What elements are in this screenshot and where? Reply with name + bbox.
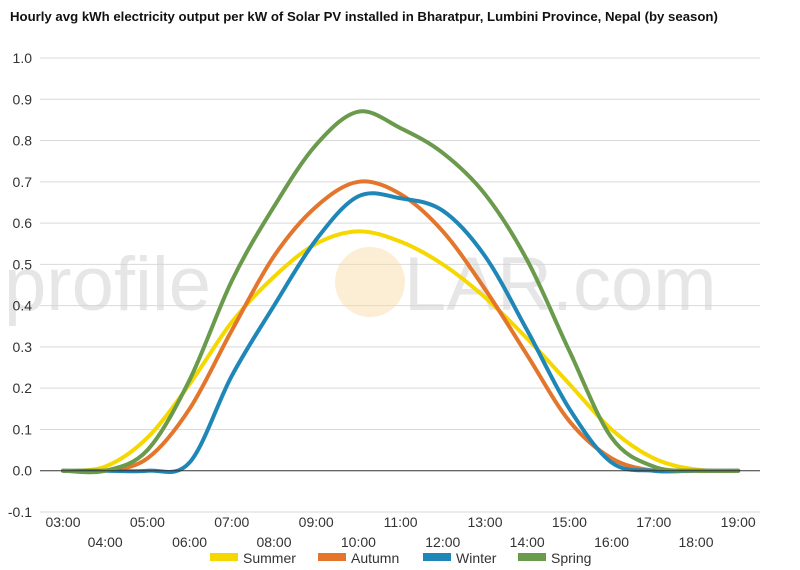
legend-label-spring: Spring: [551, 550, 591, 566]
series-line-winter: [61, 191, 741, 475]
y-tick-label: 0.0: [13, 463, 33, 479]
x-tick-label: 07:00: [214, 514, 249, 530]
y-tick-label: 0.2: [13, 380, 33, 396]
legend-label-winter: Winter: [456, 550, 497, 566]
x-tick-label: 03:00: [45, 514, 80, 530]
y-tick-label: 0.8: [13, 133, 33, 149]
legend-swatch-autumn: [318, 553, 346, 561]
y-tick-label: 0.3: [13, 339, 33, 355]
x-tick-label: 05:00: [130, 514, 165, 530]
y-tick-label: -0.1: [8, 504, 32, 520]
y-tick-label: 0.9: [13, 91, 33, 107]
x-axis: 03:00 04:00 05:00 06:00 07:00 08:00 09:00 10:00…: [45, 514, 755, 550]
x-tick-label: 13:00: [467, 514, 502, 530]
series-lines: [61, 109, 741, 475]
legend-swatch-summer: [210, 553, 238, 561]
y-axis: 1.0 0.9 0.8 0.7 0.6 0.5 0.4 0.3 0.2 0.1 0.0 -0.1: [8, 50, 760, 520]
x-tick-label: 18:00: [678, 534, 713, 550]
x-tick-label: 04:00: [88, 534, 123, 550]
x-tick-label: 11:00: [384, 514, 418, 530]
watermark-text-left: profile: [4, 242, 211, 327]
x-tick-label: 10:00: [341, 534, 376, 550]
watermark-sun-icon: [335, 247, 405, 317]
y-tick-label: 0.4: [13, 298, 33, 314]
series-line-spring: [61, 109, 741, 475]
x-tick-label: 06:00: [172, 534, 207, 550]
x-tick-label: 14:00: [510, 534, 545, 550]
grid-lines: [40, 57, 760, 513]
x-tick-label: 19:00: [721, 514, 756, 530]
y-tick-label: 0.1: [13, 421, 33, 437]
x-tick-label: 16:00: [594, 534, 629, 550]
series-line-autumn: [61, 179, 741, 474]
watermark: profile LAR.com: [4, 242, 717, 327]
x-tick-label: 15:00: [552, 514, 587, 530]
y-tick-label: 0.7: [13, 174, 33, 190]
y-tick-label: 0.5: [13, 256, 33, 272]
legend-swatch-winter: [423, 553, 451, 561]
x-tick-label: 09:00: [299, 514, 334, 530]
x-tick-label: 08:00: [256, 534, 291, 550]
chart-title: Hourly avg kWh electricity output per kW…: [10, 9, 718, 24]
x-tick-label: 12:00: [425, 534, 460, 550]
watermark-text-right: LAR.com: [404, 242, 717, 327]
legend-swatch-spring: [518, 553, 546, 561]
legend-label-summer: Summer: [243, 550, 296, 566]
y-tick-label: 1.0: [13, 50, 33, 66]
legend: Summer Autumn Winter Spring: [210, 550, 591, 566]
y-tick-label: 0.6: [13, 215, 33, 231]
legend-label-autumn: Autumn: [351, 550, 399, 566]
x-tick-label: 17:00: [636, 514, 671, 530]
